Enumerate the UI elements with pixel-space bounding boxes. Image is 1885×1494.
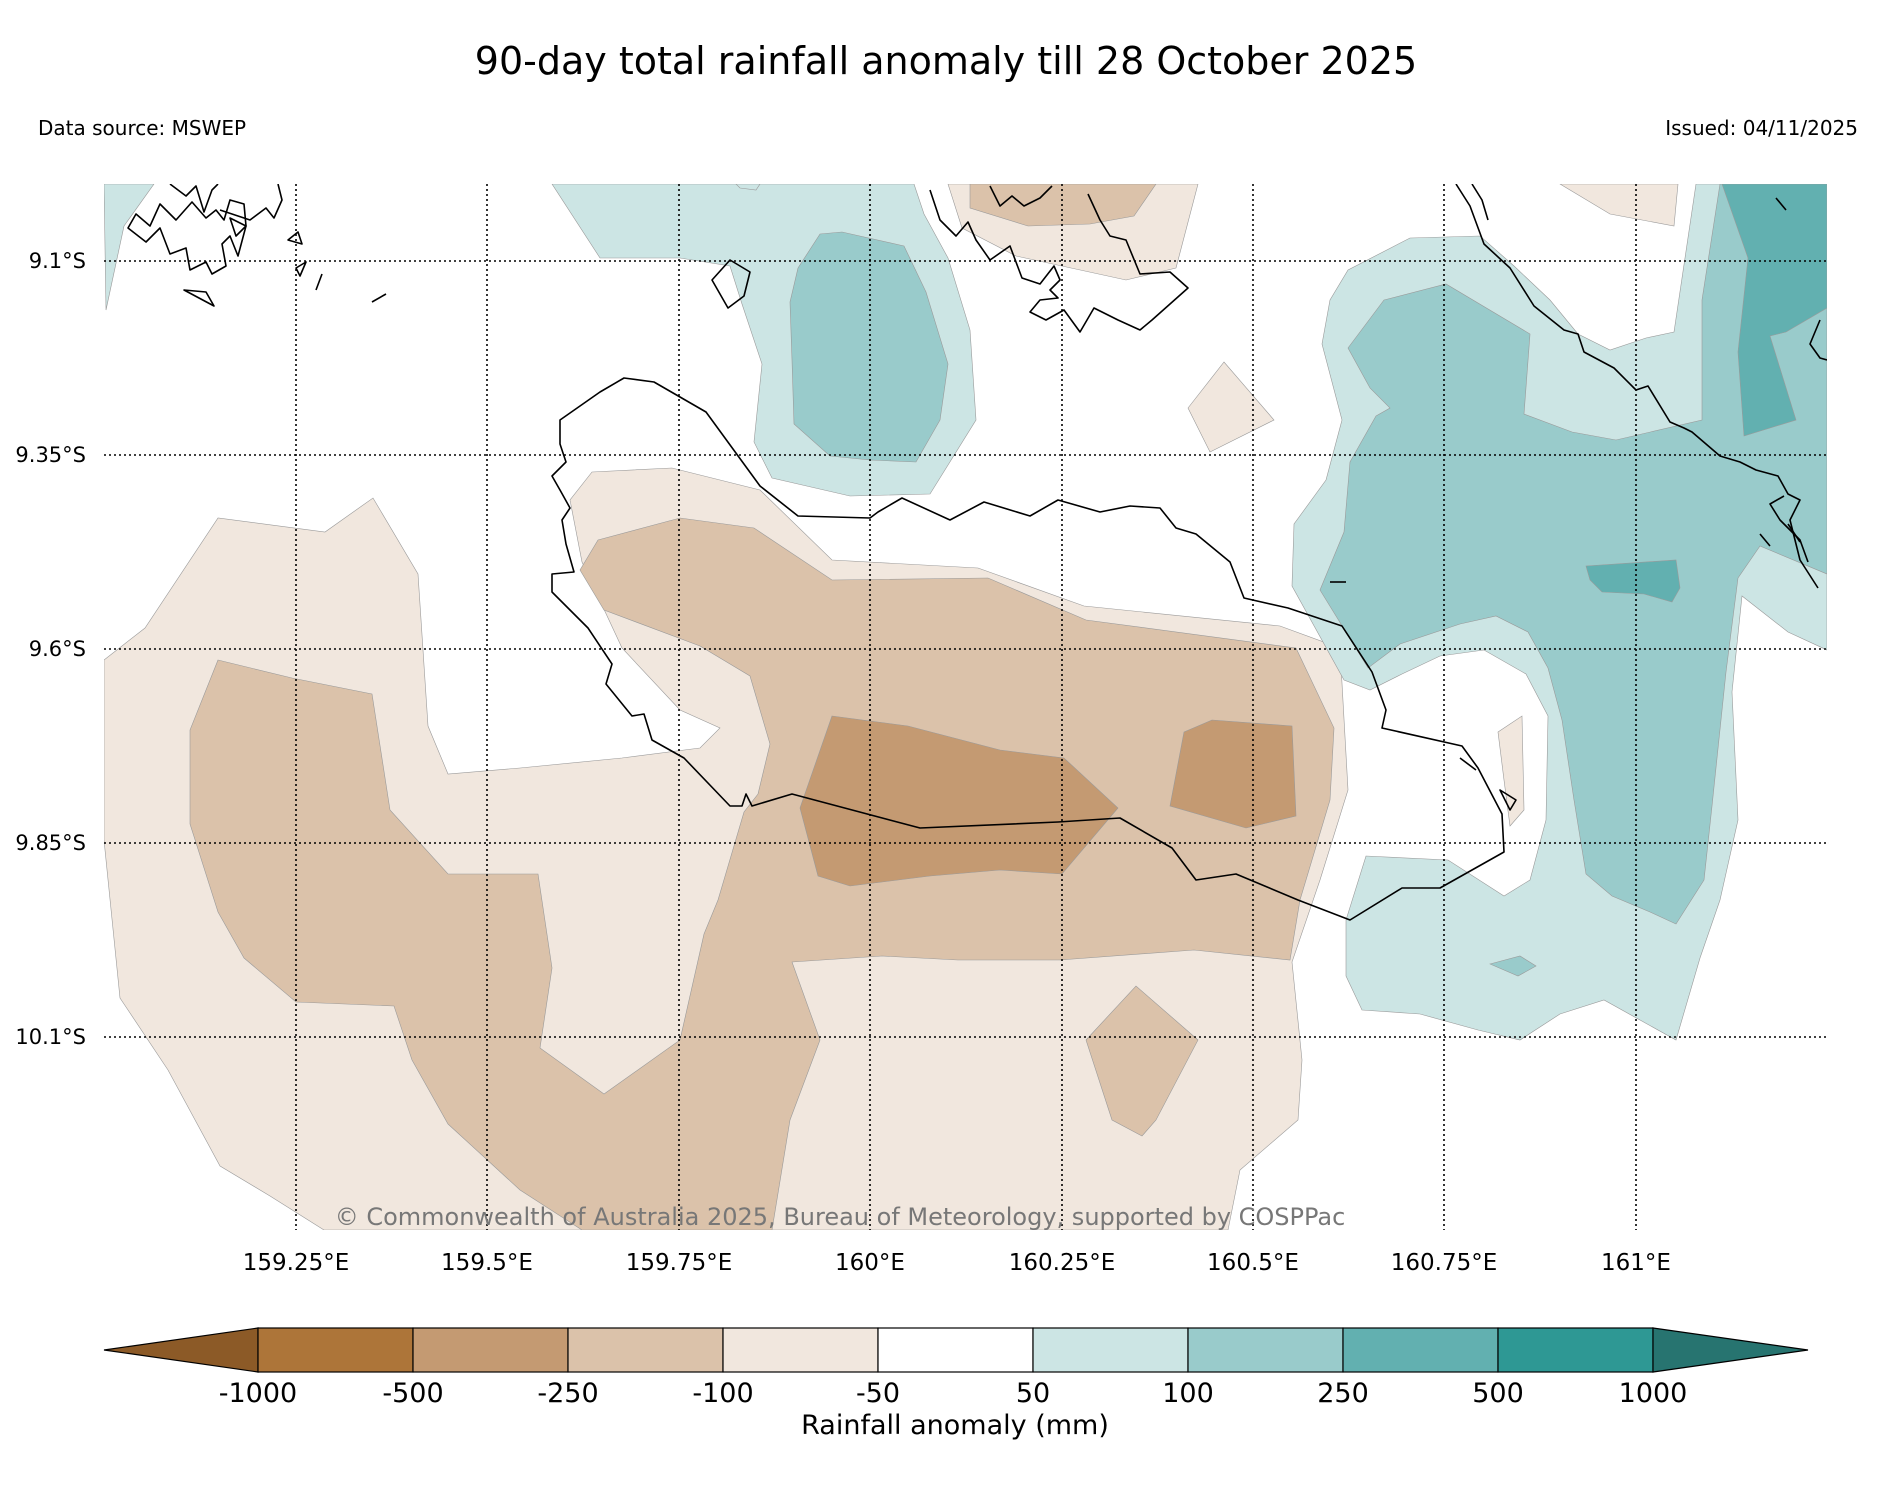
longitude-label: 159.25°E	[243, 1250, 350, 1276]
wet-region-moderate-nw-strip	[104, 184, 155, 311]
data-source-label: Data source: MSWEP	[38, 116, 246, 140]
coastline-malaita-east	[1769, 495, 1809, 563]
coastline-guadalcanal	[551, 377, 1505, 921]
coastline-islet-6	[229, 217, 247, 237]
colorbar-cell	[1032, 1327, 1189, 1373]
latitude-label: 9.6°S	[29, 637, 86, 661]
colorbar-title: Rainfall anomaly (mm)	[801, 1410, 1109, 1441]
colorbar-tick-label: -100	[692, 1378, 753, 1409]
coastline-russell-islands-2	[169, 184, 219, 213]
dry-region-severe-east	[1169, 719, 1297, 829]
coastline-islet-5	[371, 293, 387, 303]
colorbar-tick-label: -1000	[219, 1378, 297, 1409]
colorbar-cell	[257, 1327, 414, 1373]
colorbar-tick-label: -50	[856, 1378, 900, 1409]
coastline-malaita-north	[1809, 319, 1827, 361]
colorbar-tick-labels: -1000 -500 -250 -100 -50 50 100 250 500 …	[219, 1378, 1688, 1409]
dry-region-strong-north	[969, 184, 1157, 227]
coastline-islet-9	[1499, 789, 1517, 811]
colorbar-cell	[567, 1327, 724, 1373]
dry-region-moderate-east-strip	[1497, 715, 1525, 827]
coastlines	[127, 184, 1827, 921]
colorbar-extend-low	[103, 1327, 259, 1373]
longitude-label: 159.75°E	[626, 1250, 733, 1276]
coastline-savo	[711, 259, 751, 309]
coastline-florida-islands-2	[989, 185, 1053, 207]
coastline-islet-4	[315, 273, 323, 291]
coastline-islet-2	[295, 261, 307, 277]
dry-region-strong-west	[189, 517, 1335, 1230]
colorbar-extend-high	[1652, 1327, 1809, 1373]
latitude-label: 9.35°S	[15, 443, 86, 467]
wet-region-moderate-nw-dot	[735, 184, 761, 191]
wet-region-severe-spot	[1585, 559, 1681, 603]
wet-region-strong-north	[789, 231, 949, 463]
longitude-label: 160°E	[835, 1250, 905, 1276]
coastline-islet-10	[1759, 533, 1771, 547]
latitude-label: 9.1°S	[29, 249, 86, 273]
longitude-label: 160.75°E	[1391, 1250, 1498, 1276]
colorbar-cell	[877, 1327, 1034, 1373]
colorbar-cell	[1187, 1327, 1344, 1373]
copyright-notice: © Commonwealth of Australia 2025, Bureau…	[335, 1203, 1346, 1231]
coastline-islet-12	[1775, 197, 1787, 211]
colorbar-tick-label: 500	[1472, 1378, 1524, 1409]
map-area: © Commonwealth of Australia 2025, Bureau…	[104, 184, 1827, 1231]
colorbar-tick-label: -250	[537, 1378, 598, 1409]
longitude-label: 160.25°E	[1009, 1250, 1116, 1276]
longitude-label: 161°E	[1601, 1250, 1671, 1276]
latitude-label: 9.85°S	[15, 831, 86, 855]
colorbar-cells	[103, 1327, 1809, 1373]
longitude-labels: 159.25°E 159.5°E 159.75°E 160°E 160.25°E…	[243, 1250, 1671, 1276]
colorbar-cell	[412, 1327, 569, 1373]
coastline-russell-islands-3	[219, 184, 283, 221]
coastline-malaita	[1455, 184, 1819, 589]
longitude-label: 159.5°E	[441, 1250, 533, 1276]
coastline-islet-11	[1787, 523, 1801, 543]
colorbar-tick-label: 100	[1162, 1378, 1214, 1409]
latitude-labels: 9.1°S 9.35°S 9.6°S 9.85°S 10.1°S	[15, 249, 86, 1049]
colorbar-cell	[1497, 1327, 1654, 1373]
wet-region-strong-south-dot	[1489, 955, 1537, 977]
dry-region-moderate-ne	[1559, 184, 1679, 227]
coastline-islet-8	[1459, 757, 1477, 771]
coastline-russell-islands	[127, 199, 247, 275]
colorbar-cell	[1342, 1327, 1499, 1373]
wet-region-severe-ne	[1721, 184, 1827, 437]
coastline-florida-islands	[929, 189, 1189, 333]
dry-region-strong-south	[1085, 985, 1199, 1137]
coastline-islet-3	[183, 289, 215, 307]
lat-lon-gridlines	[104, 184, 1827, 1230]
colorbar-cell	[722, 1327, 879, 1373]
latitude-label: 10.1°S	[15, 1025, 86, 1049]
issued-date-label: Issued: 04/11/2025	[1665, 116, 1858, 140]
colorbar-tick-label: 250	[1317, 1378, 1369, 1409]
longitude-label: 160.5°E	[1207, 1250, 1299, 1276]
coastline-islet-1	[287, 231, 303, 245]
colorbar-legend: -1000 -500 -250 -100 -50 50 100 250 500 …	[103, 1327, 1809, 1441]
colorbar-tick-label: 50	[1016, 1378, 1050, 1409]
colorbar-tick-label: 1000	[1619, 1378, 1688, 1409]
coastline-nggela-ne	[1471, 184, 1489, 221]
colorbar-tick-label: -500	[382, 1378, 443, 1409]
map-title: 90-day total rainfall anomaly till 28 Oc…	[475, 39, 1417, 83]
wet-anomaly-regions	[104, 184, 1827, 1041]
wet-region-strong-east	[1319, 184, 1827, 925]
